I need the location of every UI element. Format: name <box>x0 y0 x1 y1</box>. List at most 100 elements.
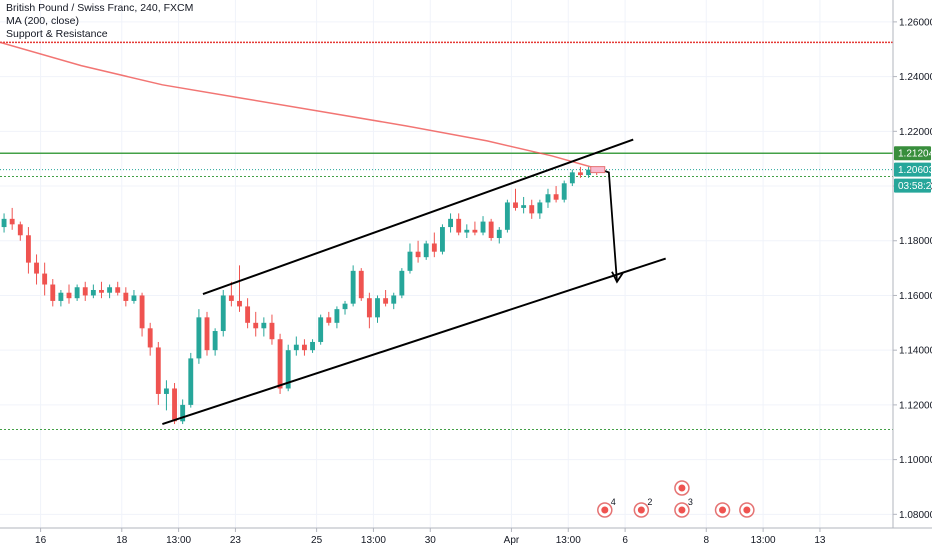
candle-body <box>172 388 177 422</box>
price-tag: 1.21204 <box>894 146 932 161</box>
candle-body <box>58 292 64 301</box>
candle-body <box>237 300 242 307</box>
candle <box>237 265 242 312</box>
event-icon[interactable]: 4 <box>597 497 616 518</box>
legend-ma[interactable]: MA (200, close) <box>6 15 79 27</box>
candle-body <box>350 270 356 304</box>
candle <box>440 224 445 255</box>
event-icon[interactable]: 3 <box>674 497 693 518</box>
economic-events[interactable]: 4 2 3 <box>597 480 755 518</box>
candle <box>115 281 121 296</box>
candle <box>58 289 64 307</box>
event-icon[interactable] <box>674 480 690 496</box>
candle-body <box>586 169 592 176</box>
candle <box>448 213 453 233</box>
candle-body <box>139 295 145 329</box>
candle-body <box>334 309 340 323</box>
y-tick-label: 1.14000 <box>899 346 932 357</box>
candle-body <box>204 317 210 351</box>
candle-body <box>496 229 502 239</box>
candle-body <box>399 270 405 296</box>
candle-body <box>50 284 56 301</box>
legend-sr[interactable]: Support & Resistance <box>6 28 108 40</box>
price-tag-bg <box>894 146 931 161</box>
candle-body <box>269 322 275 340</box>
candle <box>293 336 299 356</box>
y-tick-label: 1.10000 <box>899 455 932 466</box>
candle-body <box>107 287 113 293</box>
candle-body <box>537 202 543 214</box>
grid <box>0 0 893 528</box>
candle <box>456 213 462 236</box>
candle-body <box>66 292 72 299</box>
price-tag-bg <box>894 162 931 177</box>
candle-body <box>358 270 364 299</box>
candle-body <box>25 235 31 263</box>
x-tick-label: 8 <box>704 535 710 546</box>
x-tick-label: 25 <box>311 535 323 546</box>
candle <box>269 314 275 345</box>
candle <box>212 328 218 356</box>
candle-body <box>366 298 372 318</box>
candle <box>407 243 413 274</box>
candle <box>107 284 113 299</box>
candle <box>553 186 559 203</box>
candle <box>90 284 96 299</box>
candle <box>66 284 72 304</box>
legend-symbol[interactable]: British Pound / Swiss Franc, 240, FXCM <box>6 2 194 14</box>
candle-body <box>155 347 161 394</box>
candle-body <box>472 229 478 233</box>
candle-body <box>188 358 194 405</box>
candle <box>180 399 186 425</box>
candle <box>529 199 535 219</box>
candle <box>245 298 251 329</box>
candle-body <box>578 172 583 176</box>
price-tag-bg <box>894 178 931 193</box>
channel-upper-line <box>202 138 634 296</box>
candle <box>188 352 194 408</box>
candle-body <box>261 322 267 329</box>
candle <box>147 322 153 356</box>
candle-body <box>375 298 380 318</box>
candle-body <box>131 295 137 301</box>
candle <box>131 289 137 304</box>
position-marker <box>590 166 606 174</box>
candle-body <box>220 295 226 332</box>
event-count: 3 <box>688 497 693 507</box>
candle <box>480 216 486 236</box>
candle-body <box>545 194 551 203</box>
candle-body <box>440 227 445 252</box>
candle <box>25 227 31 274</box>
candle-body <box>253 322 259 329</box>
candle-body <box>82 287 88 296</box>
candle-body <box>521 205 527 208</box>
x-tick-label: 13 <box>814 535 826 546</box>
candle <box>521 196 527 214</box>
event-dot <box>637 506 645 514</box>
candle-body <box>407 251 413 271</box>
candle-body <box>553 194 559 200</box>
candle <box>326 311 332 326</box>
candle-body <box>504 202 510 230</box>
candle-body <box>569 172 575 184</box>
candle <box>318 314 324 345</box>
candle-body <box>513 202 518 208</box>
candle <box>204 311 210 356</box>
candle-body <box>431 243 437 252</box>
candle <box>74 284 80 301</box>
candle <box>42 262 48 296</box>
price-tag-label: 1.20603 <box>898 165 932 176</box>
event-icon[interactable] <box>739 502 755 518</box>
event-icon[interactable]: 2 <box>633 497 652 518</box>
candle <box>342 300 348 315</box>
candle-body <box>90 289 96 296</box>
candle <box>228 281 234 307</box>
trend-channel[interactable] <box>162 138 667 425</box>
candle <box>350 265 356 307</box>
candle <box>496 227 502 244</box>
candle <box>569 169 575 187</box>
event-icon[interactable] <box>714 502 731 518</box>
candle-body <box>415 251 421 258</box>
